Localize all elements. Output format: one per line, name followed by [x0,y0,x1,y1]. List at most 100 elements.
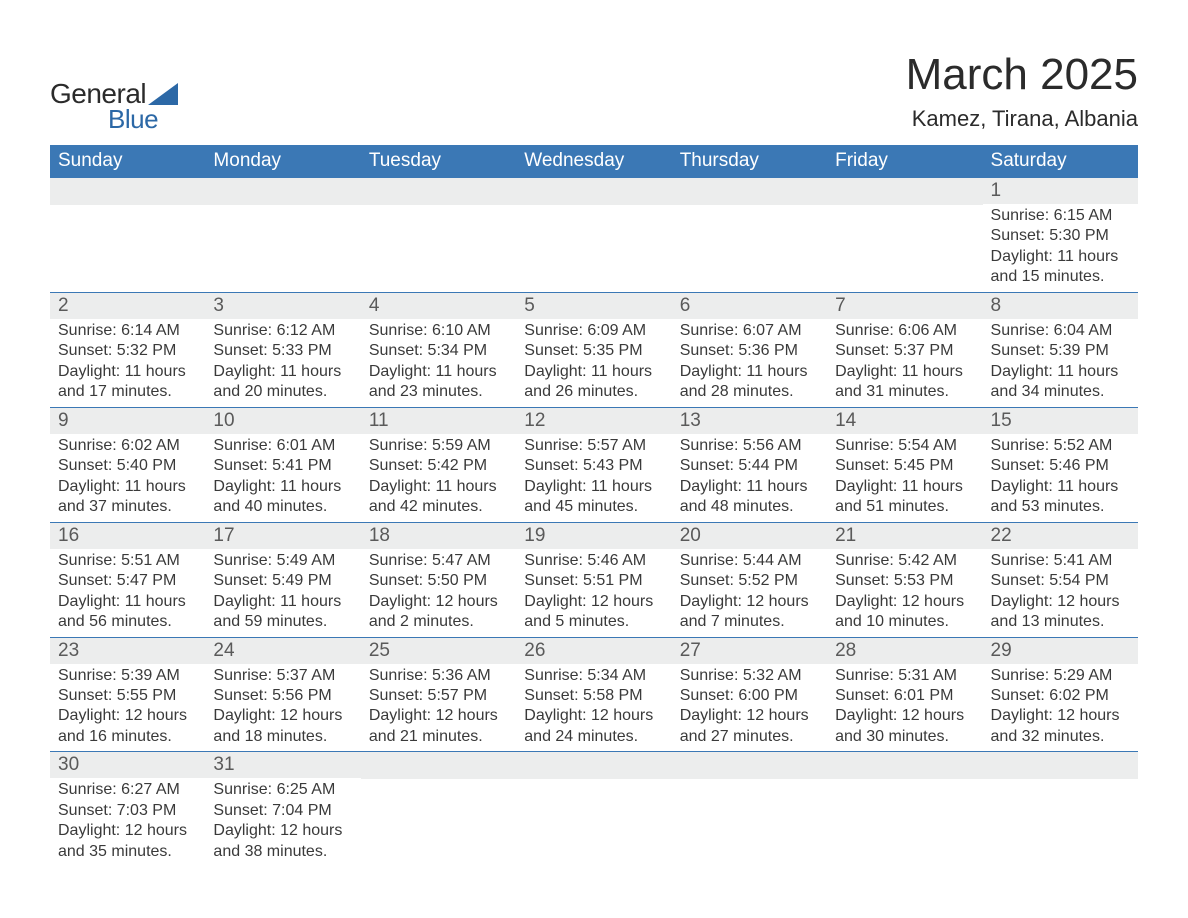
sunset-line: Sunset: 5:45 PM [835,456,978,476]
sunrise-line: Sunrise: 5:42 AM [835,551,978,571]
day-number: 21 [827,523,982,549]
sunrise-line: Sunrise: 5:37 AM [213,666,356,686]
sunrise-line: Sunrise: 6:01 AM [213,436,356,456]
page-header: General Blue March 2025 Kamez, Tirana, A… [50,50,1138,135]
daylight-line-1: Daylight: 12 hours [680,706,823,726]
dow-wednesday: Wednesday [516,145,671,178]
sunset-line: Sunset: 5:49 PM [213,571,356,591]
daylight-line-2: and 21 minutes. [369,727,512,747]
day-cell: 26Sunrise: 5:34 AMSunset: 5:58 PMDayligh… [516,638,671,752]
day-cell: 19Sunrise: 5:46 AMSunset: 5:51 PMDayligh… [516,523,671,637]
day-number: 28 [827,638,982,664]
daylight-line-1: Daylight: 11 hours [213,362,356,382]
sunset-line: Sunset: 5:37 PM [835,341,978,361]
day-number: 7 [827,293,982,319]
daylight-line-1: Daylight: 12 hours [524,592,667,612]
day-cell: 14Sunrise: 5:54 AMSunset: 5:45 PMDayligh… [827,408,982,522]
sunrise-line: Sunrise: 5:39 AM [58,666,201,686]
daylight-line-2: and 45 minutes. [524,497,667,517]
day-number: 19 [516,523,671,549]
sunrise-line: Sunrise: 5:34 AM [524,666,667,686]
day-number [205,178,360,205]
weeks-container: 1Sunrise: 6:15 AMSunset: 5:30 PMDaylight… [50,178,1138,866]
sunset-line: Sunset: 5:41 PM [213,456,356,476]
day-cell [672,752,827,866]
daylight-line-2: and 38 minutes. [213,842,356,862]
daylight-line-1: Daylight: 12 hours [524,706,667,726]
sunset-line: Sunset: 5:33 PM [213,341,356,361]
day-number: 12 [516,408,671,434]
daylight-line-2: and 27 minutes. [680,727,823,747]
daylight-line-2: and 16 minutes. [58,727,201,747]
day-body: Sunrise: 5:47 AMSunset: 5:50 PMDaylight:… [361,549,516,633]
daylight-line-2: and 15 minutes. [991,267,1134,287]
sunset-line: Sunset: 5:56 PM [213,686,356,706]
day-number: 10 [205,408,360,434]
sunset-line: Sunset: 5:54 PM [991,571,1134,591]
sunset-line: Sunset: 5:50 PM [369,571,512,591]
sunrise-line: Sunrise: 6:06 AM [835,321,978,341]
daylight-line-1: Daylight: 11 hours [991,362,1134,382]
day-body: Sunrise: 6:02 AMSunset: 5:40 PMDaylight:… [50,434,205,518]
daylight-line-2: and 34 minutes. [991,382,1134,402]
week-row: 2Sunrise: 6:14 AMSunset: 5:32 PMDaylight… [50,292,1138,407]
daylight-line-2: and 2 minutes. [369,612,512,632]
day-body: Sunrise: 5:32 AMSunset: 6:00 PMDaylight:… [672,664,827,748]
sunrise-line: Sunrise: 6:25 AM [213,780,356,800]
daylight-line-2: and 48 minutes. [680,497,823,517]
day-body: Sunrise: 6:25 AMSunset: 7:04 PMDaylight:… [205,778,360,862]
day-cell: 2Sunrise: 6:14 AMSunset: 5:32 PMDaylight… [50,293,205,407]
day-cell: 25Sunrise: 5:36 AMSunset: 5:57 PMDayligh… [361,638,516,752]
day-body: Sunrise: 5:44 AMSunset: 5:52 PMDaylight:… [672,549,827,633]
day-cell: 9Sunrise: 6:02 AMSunset: 5:40 PMDaylight… [50,408,205,522]
sunset-line: Sunset: 5:36 PM [680,341,823,361]
daylight-line-1: Daylight: 12 hours [213,706,356,726]
day-number: 20 [672,523,827,549]
sunset-line: Sunset: 5:30 PM [991,226,1134,246]
day-number: 24 [205,638,360,664]
day-number [672,178,827,205]
day-cell: 22Sunrise: 5:41 AMSunset: 5:54 PMDayligh… [983,523,1138,637]
location-text: Kamez, Tirana, Albania [906,106,1138,132]
day-body: Sunrise: 5:56 AMSunset: 5:44 PMDaylight:… [672,434,827,518]
week-row: 30Sunrise: 6:27 AMSunset: 7:03 PMDayligh… [50,751,1138,866]
daylight-line-2: and 37 minutes. [58,497,201,517]
daylight-line-2: and 56 minutes. [58,612,201,632]
daylight-line-2: and 53 minutes. [991,497,1134,517]
day-body: Sunrise: 5:42 AMSunset: 5:53 PMDaylight:… [827,549,982,633]
day-cell: 21Sunrise: 5:42 AMSunset: 5:53 PMDayligh… [827,523,982,637]
daylight-line-1: Daylight: 11 hours [835,477,978,497]
sunset-line: Sunset: 5:53 PM [835,571,978,591]
day-body: Sunrise: 6:12 AMSunset: 5:33 PMDaylight:… [205,319,360,403]
sunrise-line: Sunrise: 5:32 AM [680,666,823,686]
day-number: 17 [205,523,360,549]
sunrise-line: Sunrise: 6:07 AM [680,321,823,341]
daylight-line-2: and 5 minutes. [524,612,667,632]
day-cell: 4Sunrise: 6:10 AMSunset: 5:34 PMDaylight… [361,293,516,407]
daylight-line-1: Daylight: 11 hours [680,362,823,382]
daylight-line-1: Daylight: 11 hours [369,477,512,497]
sunset-line: Sunset: 7:04 PM [213,801,356,821]
daylight-line-2: and 40 minutes. [213,497,356,517]
day-body: Sunrise: 6:27 AMSunset: 7:03 PMDaylight:… [50,778,205,862]
sunrise-line: Sunrise: 5:41 AM [991,551,1134,571]
sunset-line: Sunset: 7:03 PM [58,801,201,821]
day-cell [827,178,982,292]
day-body: Sunrise: 6:10 AMSunset: 5:34 PMDaylight:… [361,319,516,403]
day-cell: 3Sunrise: 6:12 AMSunset: 5:33 PMDaylight… [205,293,360,407]
day-cell: 28Sunrise: 5:31 AMSunset: 6:01 PMDayligh… [827,638,982,752]
daylight-line-1: Daylight: 12 hours [991,592,1134,612]
day-cell [672,178,827,292]
day-body: Sunrise: 5:57 AMSunset: 5:43 PMDaylight:… [516,434,671,518]
day-body: Sunrise: 5:39 AMSunset: 5:55 PMDaylight:… [50,664,205,748]
day-cell: 24Sunrise: 5:37 AMSunset: 5:56 PMDayligh… [205,638,360,752]
day-cell: 27Sunrise: 5:32 AMSunset: 6:00 PMDayligh… [672,638,827,752]
daylight-line-1: Daylight: 11 hours [58,592,201,612]
day-number: 11 [361,408,516,434]
daylight-line-2: and 30 minutes. [835,727,978,747]
daylight-line-1: Daylight: 12 hours [213,821,356,841]
week-row: 16Sunrise: 5:51 AMSunset: 5:47 PMDayligh… [50,522,1138,637]
day-of-week-header: Sunday Monday Tuesday Wednesday Thursday… [50,145,1138,178]
daylight-line-1: Daylight: 11 hours [835,362,978,382]
daylight-line-1: Daylight: 11 hours [213,592,356,612]
